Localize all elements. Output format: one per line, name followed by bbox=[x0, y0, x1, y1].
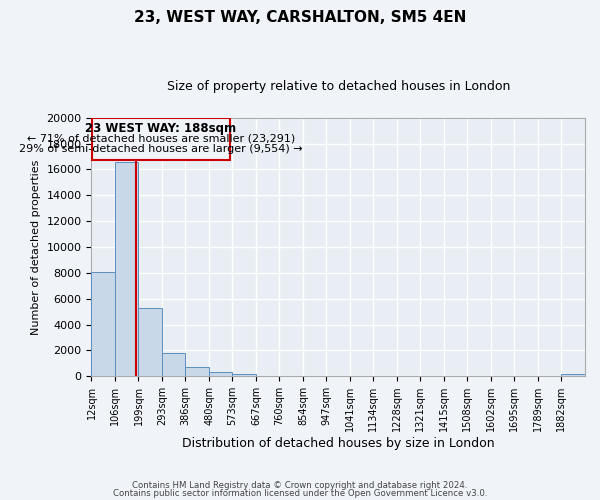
Bar bbox=[232, 374, 256, 376]
Text: 23 WEST WAY: 188sqm: 23 WEST WAY: 188sqm bbox=[85, 122, 236, 135]
Text: ← 71% of detached houses are smaller (23,291): ← 71% of detached houses are smaller (23… bbox=[26, 134, 295, 144]
Bar bbox=[185, 367, 209, 376]
Text: Contains public sector information licensed under the Open Government Licence v3: Contains public sector information licen… bbox=[113, 488, 487, 498]
Title: Size of property relative to detached houses in London: Size of property relative to detached ho… bbox=[167, 80, 510, 93]
Bar bbox=[162, 353, 185, 376]
Bar bbox=[139, 308, 162, 376]
Bar bbox=[562, 374, 585, 376]
Text: 23, WEST WAY, CARSHALTON, SM5 4EN: 23, WEST WAY, CARSHALTON, SM5 4EN bbox=[134, 10, 466, 25]
Text: Contains HM Land Registry data © Crown copyright and database right 2024.: Contains HM Land Registry data © Crown c… bbox=[132, 481, 468, 490]
Text: 29% of semi-detached houses are larger (9,554) →: 29% of semi-detached houses are larger (… bbox=[19, 144, 302, 154]
Bar bbox=[209, 372, 232, 376]
X-axis label: Distribution of detached houses by size in London: Distribution of detached houses by size … bbox=[182, 437, 494, 450]
Bar bbox=[92, 118, 230, 160]
Y-axis label: Number of detached properties: Number of detached properties bbox=[31, 160, 41, 334]
Bar bbox=[91, 272, 115, 376]
Bar bbox=[115, 162, 139, 376]
